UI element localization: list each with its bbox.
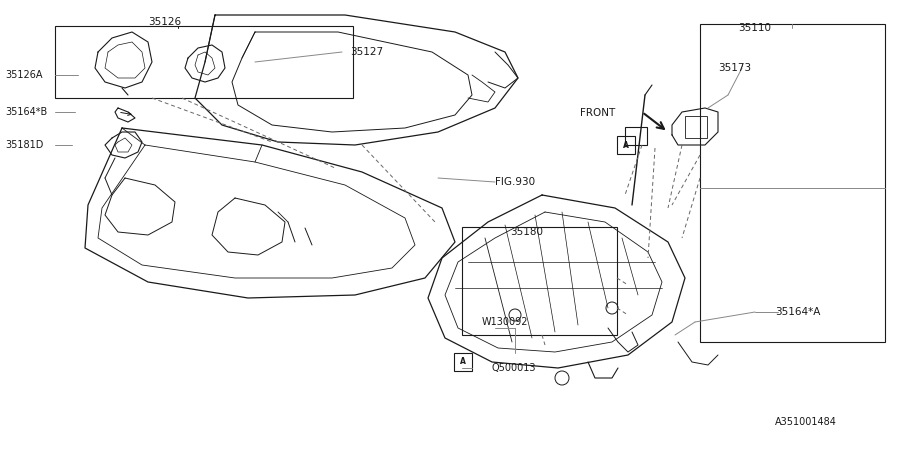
Bar bbox=[462, 227, 617, 335]
Text: W130092: W130092 bbox=[482, 317, 528, 327]
Bar bbox=[685, 116, 707, 138]
Text: A: A bbox=[623, 140, 629, 149]
Text: A: A bbox=[460, 357, 466, 366]
Bar bbox=[700, 24, 885, 342]
Bar bbox=[617, 136, 635, 154]
Text: FIG.930: FIG.930 bbox=[495, 177, 536, 187]
Text: 35180: 35180 bbox=[510, 227, 543, 237]
Bar bbox=[625, 127, 647, 145]
Text: 35164*A: 35164*A bbox=[775, 307, 821, 317]
Text: 35173: 35173 bbox=[718, 63, 752, 73]
Bar bbox=[454, 353, 472, 371]
Text: 35126A: 35126A bbox=[5, 70, 42, 80]
Text: FRONT: FRONT bbox=[580, 108, 615, 118]
Text: Q500013: Q500013 bbox=[492, 363, 536, 373]
Text: 35126: 35126 bbox=[148, 17, 181, 27]
Text: 35110: 35110 bbox=[738, 23, 771, 33]
Text: A351001484: A351001484 bbox=[775, 417, 837, 427]
Bar bbox=[55, 26, 353, 98]
Text: 35164*B: 35164*B bbox=[5, 107, 47, 117]
Text: 35181D: 35181D bbox=[5, 140, 43, 150]
Text: 35127: 35127 bbox=[350, 47, 383, 57]
